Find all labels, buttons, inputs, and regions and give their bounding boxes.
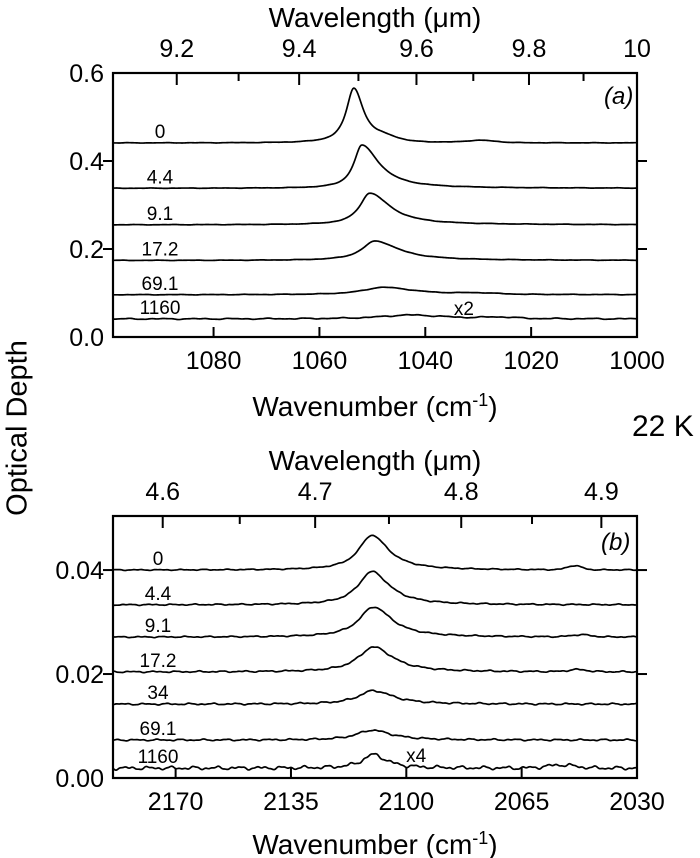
wavenumber-tick-label: 2170 [148, 788, 204, 816]
temperature-label: 22 K [632, 410, 694, 443]
wavenumber-tick-label: 1020 [503, 347, 559, 375]
wavenumber-tick-label: 2100 [378, 788, 434, 816]
optical-depth-tick-label: 0.02 [55, 661, 104, 689]
curve-label-9.1: 9.1 [145, 616, 171, 637]
spectrum-curve-4.4 [114, 570, 636, 607]
wavelength-tick-label: 4.9 [584, 478, 619, 506]
panel-b-wavenumber-label-close: ) [488, 829, 498, 858]
wavelength-tick-label: 9.6 [399, 35, 434, 63]
curve-label-34: 34 [147, 683, 169, 704]
curve-label-17.2: 17.2 [142, 239, 179, 260]
panel-b-border [111, 514, 639, 780]
spectrum-curve-17.2 [114, 240, 636, 262]
curve-label-69.1: 69.1 [140, 719, 177, 740]
panel-a-wavenumber-axis-label: Wavenumber (cm-1) [113, 391, 637, 421]
curve-label-1160: 1160 [140, 298, 181, 319]
wavenumber-tick-label: 2065 [494, 788, 550, 816]
spectrum-curve-17.2 [114, 646, 636, 674]
curve-label-69.1: 69.1 [142, 274, 179, 295]
wavelength-tick-label: 4.7 [298, 478, 333, 506]
spectrum-curve-69.1 [114, 286, 636, 296]
spectrum-curve-1160 [114, 752, 636, 772]
optical-depth-tick-label: 0.0 [69, 324, 104, 352]
spectrum-curve-9.1 [114, 192, 636, 226]
curve-label-4.4: 4.4 [145, 584, 172, 605]
wavelength-tick-label: 4.6 [145, 478, 180, 506]
panel-b-graphics: 0 4.4 9.1 17.2 34 69.1 1160 4.6 4.7 4.8 4.9 2170 213… [55, 478, 664, 816]
wavelength-tick-label: 4.8 [444, 478, 479, 506]
optical-depth-tick-label: 0.04 [55, 557, 104, 585]
wavenumber-tick-label: 1080 [186, 347, 242, 375]
spectrum-curve-0 [114, 87, 636, 144]
curve-label-4.4: 4.4 [147, 167, 174, 188]
wavenumber-tick-label: 2030 [609, 788, 665, 816]
panel-a-border [111, 71, 639, 339]
panel-b-wavenumber-label-superscript: -1 [472, 828, 489, 848]
wavenumber-tick-label: 1040 [397, 347, 453, 375]
optical-depth-tick-label: 0.2 [69, 236, 104, 264]
panel-b-annotation: x4 [406, 745, 427, 767]
optical-depth-tick-label: 0.6 [69, 60, 104, 88]
panel-a-wavelength-axis-title: Wavelength (μm) [268, 2, 482, 33]
wavenumber-tick-label: 1060 [292, 347, 348, 375]
wavelength-tick-label: 9.8 [512, 35, 547, 63]
panel-b-label: (b) [601, 529, 631, 556]
wavelength-tick-label: 9.4 [282, 35, 317, 63]
panel-b-wavenumber-label-text: Wavenumber (cm [252, 829, 473, 858]
curve-label-9.1: 9.1 [147, 204, 173, 225]
curve-label-0: 0 [153, 549, 164, 570]
spectrum-curve-4.4 [114, 144, 636, 190]
panel-a-wavenumber-label-close: ) [488, 391, 498, 422]
optical-depth-tick-label: 0.00 [55, 765, 104, 793]
wavenumber-tick-label: 1000 [609, 347, 665, 375]
spectrum-curve-9.1 [114, 606, 636, 639]
spectrum-curve-0 [114, 534, 636, 572]
curve-label-0: 0 [155, 122, 166, 143]
panel-b-wavelength-axis-title: Wavelength (μm) [268, 445, 482, 476]
wavelength-tick-label: 9.2 [159, 35, 194, 63]
curve-label-17.2: 17.2 [140, 651, 177, 672]
panel-b-wavenumber-axis-label: Wavenumber (cm-1) [113, 829, 637, 858]
spectrum-curve-1160 [114, 313, 636, 321]
panel-a-wavenumber-label-text: Wavenumber (cm [252, 391, 473, 422]
wavelength-tick-label: 10 [623, 35, 651, 63]
panel-a-graphics: 0 4.4 9.1 17.2 69.1 1160 9.2 9.4 9.6 9.8 10 1080 106… [69, 35, 665, 375]
curve-label-1160: 1160 [138, 747, 179, 768]
optical-depth-tick-label: 0.4 [69, 148, 104, 176]
wavenumber-tick-label: 2135 [263, 788, 319, 816]
panel-a-label: (a) [604, 83, 634, 110]
spectrum-curve-34 [114, 689, 636, 706]
panel-a-wavenumber-label-superscript: -1 [472, 390, 489, 410]
optical-depth-axis-label: Optical Depth [1, 340, 34, 516]
spectrum-curve-69.1 [114, 729, 636, 742]
panel-a-annotation: x2 [453, 298, 474, 320]
